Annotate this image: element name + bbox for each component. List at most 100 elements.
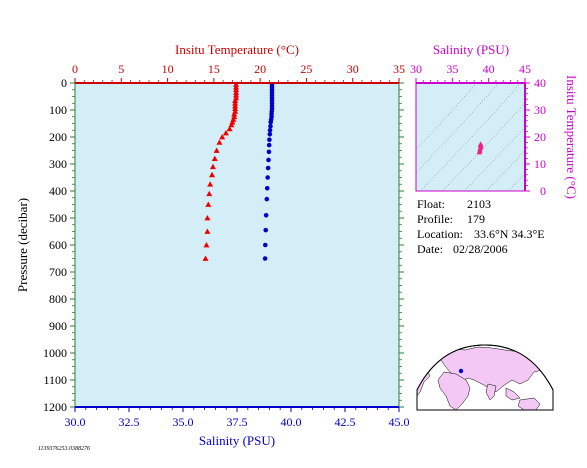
salinity-point <box>263 213 269 218</box>
pressure-tick-label: 200 <box>49 130 67 144</box>
salinity-tick-label: 45.0 <box>389 415 410 429</box>
map-frame <box>416 344 554 411</box>
profile-label: Profile: <box>417 212 453 226</box>
salinity-tick-label: 37.5 <box>227 415 248 429</box>
pressure-tick-label: 1200 <box>43 400 67 414</box>
pressure-tick-label: 0 <box>61 76 67 90</box>
pressure-tick-label: 400 <box>49 184 67 198</box>
temperature-point <box>216 139 223 145</box>
temperature-point <box>219 134 226 140</box>
salinity-point <box>266 157 271 163</box>
float-info-row: Float: 2103 <box>417 197 491 212</box>
ts-salinity-label: Salinity (PSU) <box>433 42 509 57</box>
temperature-tick-label: 5 <box>118 62 124 76</box>
ts-points <box>476 141 484 155</box>
pressure-tick-label: 800 <box>49 292 67 306</box>
location-info-row: Location: 33.6°N 34.3°E <box>417 227 545 242</box>
salinity-series <box>262 82 275 261</box>
profile-plot-axes <box>74 82 400 408</box>
temperature-point <box>211 155 218 161</box>
float-label: Float: <box>417 197 446 211</box>
map-land-southeast-asia <box>505 387 521 401</box>
map-land-india <box>485 383 497 401</box>
pressure-tick-label: 1000 <box>43 346 67 360</box>
salinity-point <box>264 196 270 202</box>
temperature-point <box>213 147 220 153</box>
temperature-point <box>203 242 210 248</box>
ts-inset-background <box>416 83 525 191</box>
temperature-tick-label: 25 <box>300 62 312 76</box>
map-land-africa <box>437 371 471 410</box>
salinity-tick-label: 30.0 <box>65 415 86 429</box>
top-axis-label: Insitu Temperature (°C) <box>175 42 299 57</box>
temperature-tick-label: 15 <box>208 62 220 76</box>
temperature-series <box>202 81 240 261</box>
profile-plot-background <box>75 83 399 407</box>
bottom-axis-label: Salinity (PSU) <box>199 433 275 448</box>
profile-info-row: Profile: 179 <box>417 212 485 227</box>
pressure-tick-label: 900 <box>49 319 67 333</box>
ts-temperature-tick-label: 30 <box>534 103 546 117</box>
ts-temperature-tick-label: 40 <box>534 76 546 90</box>
temperature-tick-label: 0 <box>72 62 78 76</box>
temperature-point <box>205 201 212 207</box>
map-land-australia <box>517 397 541 410</box>
float-value: 2103 <box>467 197 491 211</box>
pressure-tick-label: 700 <box>49 265 67 279</box>
ts-salinity-tick-label: 45 <box>519 62 531 76</box>
salinity-point <box>267 132 273 137</box>
temperature-point <box>209 171 216 178</box>
temperature-tick-label: 10 <box>162 62 174 76</box>
ts-salinity-tick-label: 35 <box>446 62 458 76</box>
pressure-axis-label: Pressure (decibar) <box>15 198 30 292</box>
ts-temperature-tick-label: 10 <box>534 157 546 171</box>
salinity-point <box>264 186 270 191</box>
ts-salinity-tick-label: 30 <box>410 62 422 76</box>
date-label: Date: <box>417 242 443 256</box>
salinity-tick-label: 35.0 <box>173 415 194 429</box>
pressure-tick-label: 1100 <box>43 373 67 387</box>
salinity-point <box>268 119 273 125</box>
ts-temperature-label: Insitu Temperature (°C) <box>564 75 579 199</box>
float-location-marker <box>458 368 464 374</box>
location-label: Location: <box>417 227 463 241</box>
temperature-point <box>204 215 211 221</box>
salinity-point <box>263 227 269 233</box>
temperature-point <box>206 190 213 197</box>
ts-temperature-tick-label: 20 <box>534 130 546 144</box>
temperature-point <box>233 89 240 95</box>
salinity-tick-label: 40.0 <box>281 415 302 429</box>
salinity-point <box>268 123 273 129</box>
salinity-point <box>266 142 272 148</box>
temperature-tick-label: 30 <box>347 62 359 76</box>
pressure-tick-label: 100 <box>49 103 67 117</box>
date-value: 02/28/2006 <box>453 242 508 256</box>
temperature-tick-label: 35 <box>393 62 405 76</box>
temperature-point <box>204 228 211 234</box>
ts-salinity-tick-label: 40 <box>483 62 495 76</box>
pressure-tick-label: 600 <box>49 238 67 252</box>
footer-code: 1139376253.0388276 <box>38 446 91 452</box>
salinity-point <box>262 256 268 261</box>
pressure-tick-label: 500 <box>49 211 67 225</box>
ts-point <box>477 142 483 148</box>
temperature-point <box>202 255 209 261</box>
temperature-point <box>209 163 216 170</box>
temperature-point <box>207 181 214 187</box>
profile-value: 179 <box>467 212 485 226</box>
salinity-tick-label: 42.5 <box>335 415 356 429</box>
salinity-point <box>267 127 273 133</box>
ts-temperature-tick-label: 0 <box>540 184 546 198</box>
temperature-point <box>232 102 239 109</box>
ts-point <box>476 149 482 155</box>
salinity-point <box>267 137 272 142</box>
pressure-tick-label: 300 <box>49 157 67 171</box>
profile-plot: 0100200300400500600700800900100011001200… <box>15 42 410 448</box>
temperature-point <box>222 129 229 136</box>
salinity-point <box>266 149 272 155</box>
world-map <box>416 344 554 411</box>
profile-plot-ticks: 0100200300400500600700800900100011001200… <box>43 62 410 429</box>
